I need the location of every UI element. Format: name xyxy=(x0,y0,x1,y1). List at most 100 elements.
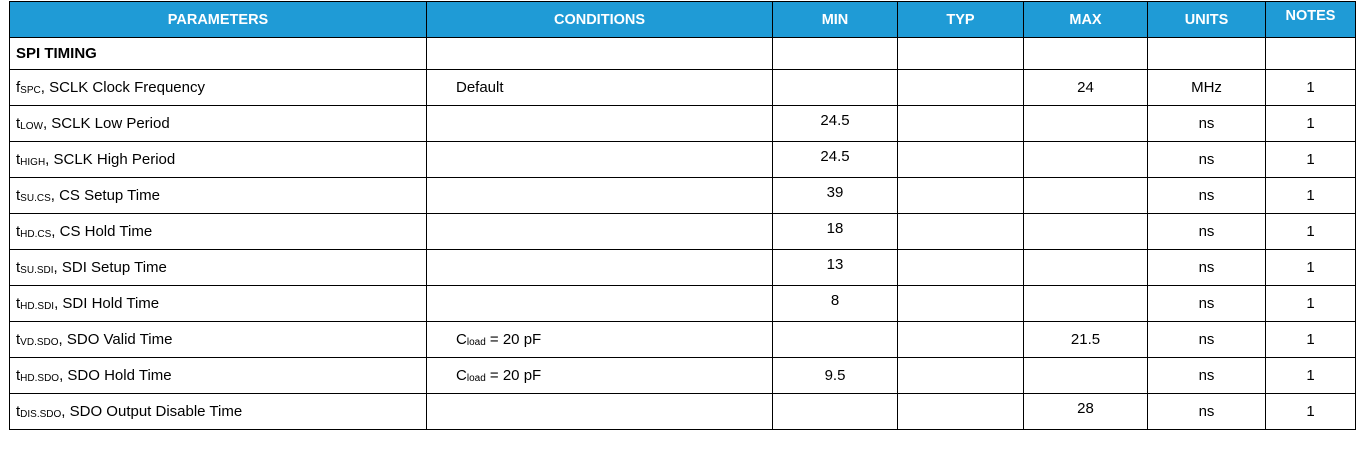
units-cell: ns xyxy=(1147,285,1266,322)
units-cell: ns xyxy=(1147,105,1266,142)
units-cell: MHz xyxy=(1147,69,1266,106)
condition-subscript: load xyxy=(466,373,486,384)
condition-text: C xyxy=(456,367,467,384)
empty-cell xyxy=(897,37,1024,70)
notes-cell: 1 xyxy=(1265,105,1356,142)
table-row: tDIS.SDO, SDO Output Disable Time 28 ns 1 xyxy=(9,393,1356,430)
parameter-description: , SDI Setup Time xyxy=(53,259,167,276)
parameter-description: , CS Setup Time xyxy=(50,187,160,204)
notes-cell: 1 xyxy=(1265,357,1356,394)
units-cell: ns xyxy=(1147,393,1266,430)
parameter-description: , SDI Hold Time xyxy=(54,295,160,312)
min-cell: 39 xyxy=(772,177,898,214)
max-cell: 24 xyxy=(1023,69,1148,106)
parameter-symbol: t xyxy=(16,367,21,384)
parameter-subscript: VD.SDO xyxy=(20,337,59,348)
section-title: SPI TIMING xyxy=(9,37,427,70)
parameter-symbol: t xyxy=(16,403,21,420)
typ-cell xyxy=(897,69,1024,106)
parameter-subscript: HD.SDI xyxy=(20,301,55,312)
empty-cell xyxy=(772,37,898,70)
min-cell xyxy=(772,69,898,106)
condition-rest: = 20 pF xyxy=(485,331,542,348)
empty-cell xyxy=(426,37,773,70)
parameter-symbol: t xyxy=(16,259,21,276)
notes-cell: 1 xyxy=(1265,213,1356,250)
max-cell xyxy=(1023,285,1148,322)
table-row: tHIGH, SCLK High Period 24.5 ns 1 xyxy=(9,141,1356,178)
parameter-cell: tLOW, SCLK Low Period xyxy=(9,105,427,142)
units-cell: ns xyxy=(1147,357,1266,394)
notes-cell: 1 xyxy=(1265,285,1356,322)
conditions-cell xyxy=(426,213,773,250)
conditions-cell xyxy=(426,177,773,214)
section-row: SPI TIMING xyxy=(9,37,1356,70)
condition-subscript: load xyxy=(466,337,486,348)
min-cell: 24.5 xyxy=(772,105,898,142)
max-cell xyxy=(1023,177,1148,214)
typ-cell xyxy=(897,177,1024,214)
parameter-description: , SCLK High Period xyxy=(45,151,176,168)
max-cell xyxy=(1023,213,1148,250)
parameter-description: , SCLK Low Period xyxy=(42,115,170,132)
notes-cell: 1 xyxy=(1265,321,1356,358)
parameter-description: , SDO Output Disable Time xyxy=(61,403,243,420)
max-cell xyxy=(1023,357,1148,394)
spi-timing-spec-table: PARAMETERS CONDITIONS MIN TYP MAX UNITS … xyxy=(9,1,1356,430)
units-cell: ns xyxy=(1147,321,1266,358)
min-cell xyxy=(772,321,898,358)
table-row: tSU.CS, CS Setup Time 39 ns 1 xyxy=(9,177,1356,214)
table-row: tHD.SDI, SDI Hold Time 8 ns 1 xyxy=(9,285,1356,322)
header-notes: NOTES xyxy=(1265,1,1356,38)
units-cell: ns xyxy=(1147,213,1266,250)
max-cell: 21.5 xyxy=(1023,321,1148,358)
conditions-cell xyxy=(426,249,773,286)
conditions-cell: Default xyxy=(426,69,773,106)
parameter-cell: tVD.SDO, SDO Valid Time xyxy=(9,321,427,358)
condition-text: Default xyxy=(456,79,504,96)
parameter-cell: tDIS.SDO, SDO Output Disable Time xyxy=(9,393,427,430)
table-row: tVD.SDO, SDO Valid Time Cload = 20 pF 21.5… xyxy=(9,321,1356,358)
parameter-symbol: f xyxy=(16,79,21,96)
header-min: MIN xyxy=(772,1,898,38)
max-cell xyxy=(1023,105,1148,142)
parameter-cell: tHD.SDO, SDO Hold Time xyxy=(9,357,427,394)
typ-cell xyxy=(897,141,1024,178)
min-cell: 13 xyxy=(772,249,898,286)
min-cell xyxy=(772,393,898,430)
empty-cell xyxy=(1147,37,1266,70)
max-cell xyxy=(1023,249,1148,286)
empty-cell xyxy=(1265,37,1356,70)
conditions-cell xyxy=(426,285,773,322)
max-cell: 28 xyxy=(1023,393,1148,430)
parameter-cell: tHD.SDI, SDI Hold Time xyxy=(9,285,427,322)
parameter-subscript: HIGH xyxy=(20,157,46,168)
parameter-description: , SDO Valid Time xyxy=(58,331,173,348)
condition-rest: = 20 pF xyxy=(485,367,542,384)
parameter-subscript: HD.SDO xyxy=(20,373,60,384)
typ-cell xyxy=(897,285,1024,322)
parameter-description: , SDO Hold Time xyxy=(59,367,172,384)
header-units: UNITS xyxy=(1147,1,1266,38)
header-parameters: PARAMETERS xyxy=(9,1,427,38)
typ-cell xyxy=(897,213,1024,250)
typ-cell xyxy=(897,105,1024,142)
parameter-cell: tHIGH, SCLK High Period xyxy=(9,141,427,178)
table-row: tLOW, SCLK Low Period 24.5 ns 1 xyxy=(9,105,1356,142)
units-cell: ns xyxy=(1147,249,1266,286)
min-cell: 8 xyxy=(772,285,898,322)
parameter-cell: fSPC, SCLK Clock Frequency xyxy=(9,69,427,106)
parameter-subscript: SU.SDI xyxy=(20,265,54,276)
header-max: MAX xyxy=(1023,1,1148,38)
table-row: tHD.SDO, SDO Hold Time Cload = 20 pF 9.5 ns… xyxy=(9,357,1356,394)
parameter-symbol: t xyxy=(16,151,21,168)
min-cell: 18 xyxy=(772,213,898,250)
max-cell xyxy=(1023,141,1148,178)
typ-cell xyxy=(897,393,1024,430)
parameter-subscript: SU.CS xyxy=(20,193,51,204)
notes-cell: 1 xyxy=(1265,393,1356,430)
conditions-cell xyxy=(426,393,773,430)
parameter-subscript: LOW xyxy=(20,121,43,132)
parameter-description: , SCLK Clock Frequency xyxy=(40,79,205,96)
parameter-symbol: t xyxy=(16,187,21,204)
